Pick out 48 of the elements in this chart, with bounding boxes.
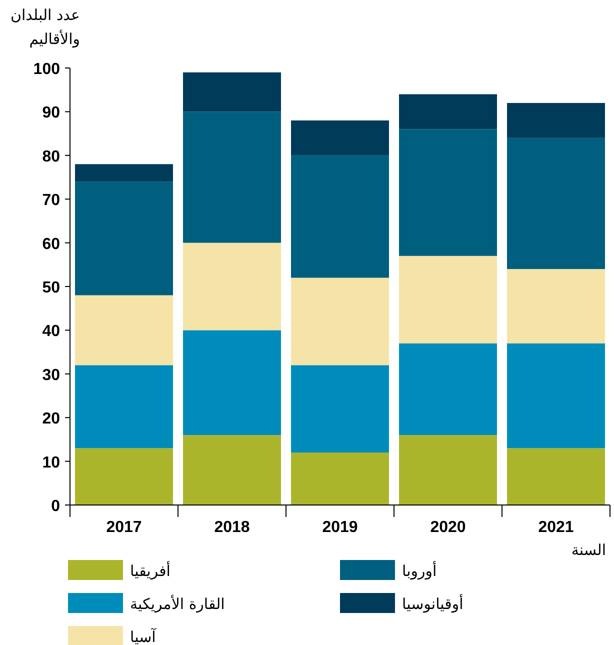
bar [399, 94, 497, 130]
bar [75, 365, 173, 448]
y-tick-label: 20 [42, 410, 60, 428]
bar [507, 138, 605, 270]
bar [507, 269, 605, 344]
x-tick-label: 2020 [430, 519, 466, 536]
y-axis-title: عدد البلدان والأقاليم [10, 6, 80, 48]
bar [291, 278, 389, 366]
bar [507, 102, 605, 138]
y-tick-label: 100 [33, 61, 60, 78]
y-tick-label: 60 [42, 236, 60, 253]
bar [75, 164, 173, 182]
bar [399, 435, 497, 505]
y-tick-label: 10 [42, 454, 60, 472]
bar [291, 120, 389, 156]
bar [75, 448, 173, 505]
y-tick-label: 70 [42, 192, 60, 210]
x-tick-label: 2019 [322, 519, 358, 536]
y-tick-label: 80 [42, 148, 60, 166]
bar [507, 343, 605, 448]
x-axis-title: السنة [571, 541, 606, 559]
y-tick-label: 40 [42, 323, 60, 340]
x-tick-label: 2018 [214, 519, 250, 536]
y-tick-label: 50 [42, 280, 60, 296]
legend-label: أفريقيا [130, 561, 170, 580]
bar [183, 330, 281, 436]
bar [183, 112, 281, 243]
bar [507, 448, 605, 505]
bar [75, 182, 173, 296]
legend-label: أوروبا [402, 561, 437, 580]
bar [291, 452, 389, 505]
bar [183, 72, 281, 112]
x-tick-label: 2021 [538, 519, 574, 536]
bar [183, 242, 281, 330]
bar [75, 295, 173, 366]
y-tick-label: 0 [51, 498, 60, 515]
bar [183, 435, 281, 505]
bar [399, 343, 497, 436]
y-tick-label: 90 [42, 104, 60, 122]
x-tick-label: 2017 [106, 519, 142, 536]
bar [291, 155, 389, 278]
bar [291, 365, 389, 453]
legend-label: القارة الأمريكية [130, 594, 225, 613]
bar [399, 256, 497, 344]
legend-label: آسيا [130, 627, 157, 645]
bar [399, 129, 497, 256]
legend-label: أوقيانوسيا [402, 594, 464, 613]
y-tick-label: 30 [42, 366, 60, 384]
